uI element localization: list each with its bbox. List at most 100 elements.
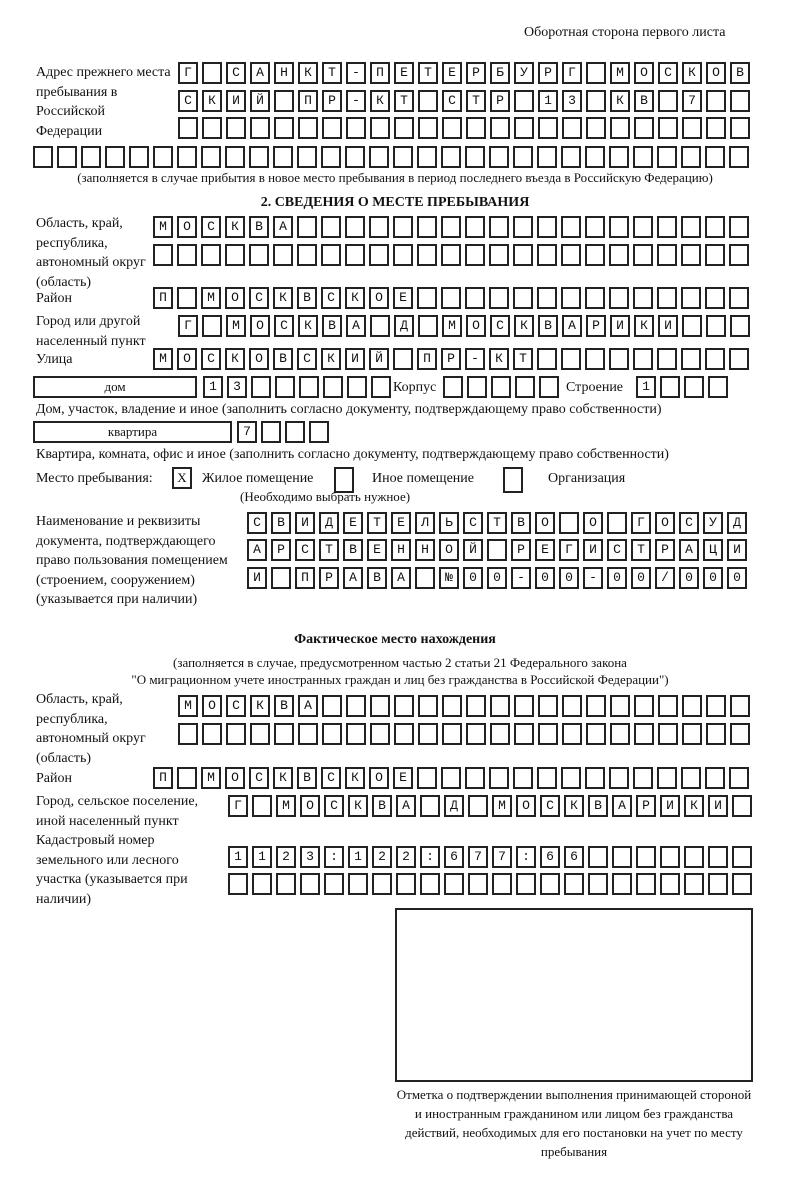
char-cell[interactable]	[561, 287, 581, 309]
char-cell[interactable]	[417, 146, 437, 168]
char-cell[interactable]	[540, 795, 560, 817]
char-cell[interactable]	[562, 315, 582, 337]
char-cell[interactable]	[562, 723, 582, 745]
char-cell[interactable]	[705, 767, 725, 789]
char-cell[interactable]	[369, 146, 389, 168]
char-cell[interactable]	[489, 244, 509, 266]
char-cell[interactable]	[439, 512, 459, 534]
char-cell[interactable]	[708, 795, 728, 817]
char-cell[interactable]	[417, 767, 437, 789]
char-cell[interactable]	[634, 117, 654, 139]
char-cell[interactable]	[261, 421, 281, 443]
char-cell[interactable]	[250, 723, 270, 745]
char-cell[interactable]	[492, 873, 512, 895]
char-cell[interactable]	[513, 244, 533, 266]
char-cell[interactable]	[129, 146, 149, 168]
char-cell[interactable]	[178, 723, 198, 745]
char-cell[interactable]	[633, 348, 653, 370]
char-cell[interactable]	[660, 846, 680, 868]
char-cell[interactable]	[321, 767, 341, 789]
doc-row-1[interactable]: СВИДЕТЕЛЬСТВО О ГОСУД	[247, 512, 747, 534]
char-cell[interactable]	[285, 421, 305, 443]
char-cell[interactable]	[706, 723, 726, 745]
actual-city-cells[interactable]: Г МОСКВА Д МОСКВАРИКИ	[228, 795, 752, 817]
char-cell[interactable]	[516, 873, 536, 895]
char-cell[interactable]	[538, 315, 558, 337]
char-cell[interactable]	[727, 567, 747, 589]
char-cell[interactable]	[703, 539, 723, 561]
char-cell[interactable]	[559, 539, 579, 561]
char-cell[interactable]	[514, 723, 534, 745]
char-cell[interactable]	[655, 567, 675, 589]
char-cell[interactable]	[249, 767, 269, 789]
char-cell[interactable]	[418, 315, 438, 337]
char-cell[interactable]	[466, 62, 486, 84]
char-cell[interactable]	[323, 376, 343, 398]
char-cell[interactable]	[274, 723, 294, 745]
char-cell[interactable]	[732, 873, 752, 895]
char-cell[interactable]	[153, 348, 173, 370]
char-cell[interactable]	[439, 539, 459, 561]
char-cell[interactable]	[201, 216, 221, 238]
char-cell[interactable]	[684, 846, 704, 868]
char-cell[interactable]	[609, 216, 629, 238]
char-cell[interactable]	[275, 376, 295, 398]
char-cell[interactable]	[298, 695, 318, 717]
char-cell[interactable]	[463, 539, 483, 561]
char-cell[interactable]	[538, 90, 558, 112]
char-cell[interactable]	[202, 117, 222, 139]
char-cell[interactable]	[586, 723, 606, 745]
char-cell[interactable]	[535, 512, 555, 534]
char-cell[interactable]	[346, 117, 366, 139]
char-cell[interactable]	[393, 146, 413, 168]
char-cell[interactable]	[247, 539, 267, 561]
char-cell[interactable]	[418, 117, 438, 139]
char-cell[interactable]	[514, 90, 534, 112]
char-cell[interactable]	[298, 62, 318, 84]
char-cell[interactable]	[153, 767, 173, 789]
char-cell[interactable]	[682, 315, 702, 337]
char-cell[interactable]	[393, 244, 413, 266]
char-cell[interactable]	[705, 348, 725, 370]
char-cell[interactable]	[660, 873, 680, 895]
char-cell[interactable]	[225, 244, 245, 266]
char-cell[interactable]	[369, 348, 389, 370]
char-cell[interactable]	[249, 146, 269, 168]
char-cell[interactable]	[561, 244, 581, 266]
char-cell[interactable]	[251, 376, 271, 398]
char-cell[interactable]	[727, 539, 747, 561]
char-cell[interactable]	[250, 62, 270, 84]
char-cell[interactable]	[489, 348, 509, 370]
char-cell[interactable]	[540, 873, 560, 895]
char-cell[interactable]	[538, 695, 558, 717]
char-cell[interactable]	[489, 287, 509, 309]
char-cell[interactable]	[588, 873, 608, 895]
char-cell[interactable]	[393, 348, 413, 370]
char-cell[interactable]	[324, 846, 344, 868]
char-cell[interactable]	[367, 567, 387, 589]
char-cell[interactable]	[273, 216, 293, 238]
char-cell[interactable]	[202, 695, 222, 717]
char-cell[interactable]	[586, 117, 606, 139]
char-cell[interactable]	[276, 795, 296, 817]
char-cell[interactable]	[276, 873, 296, 895]
char-cell[interactable]	[465, 767, 485, 789]
char-cell[interactable]	[609, 287, 629, 309]
char-cell[interactable]	[370, 90, 390, 112]
char-cell[interactable]	[273, 146, 293, 168]
char-cell[interactable]	[247, 567, 267, 589]
char-cell[interactable]	[345, 767, 365, 789]
char-cell[interactable]	[391, 567, 411, 589]
char-cell[interactable]	[467, 376, 487, 398]
char-cell[interactable]	[418, 723, 438, 745]
char-cell[interactable]	[370, 723, 390, 745]
char-cell[interactable]	[345, 348, 365, 370]
char-cell[interactable]	[607, 539, 627, 561]
char-cell[interactable]	[730, 62, 750, 84]
char-cell[interactable]	[730, 695, 750, 717]
char-cell[interactable]	[369, 216, 389, 238]
prev-address-row-1[interactable]: Г САНКТ-ПЕТЕРБУРГ МОСКОВ	[178, 62, 750, 84]
char-cell[interactable]	[227, 376, 247, 398]
char-cell[interactable]	[682, 62, 702, 84]
char-cell[interactable]	[658, 723, 678, 745]
